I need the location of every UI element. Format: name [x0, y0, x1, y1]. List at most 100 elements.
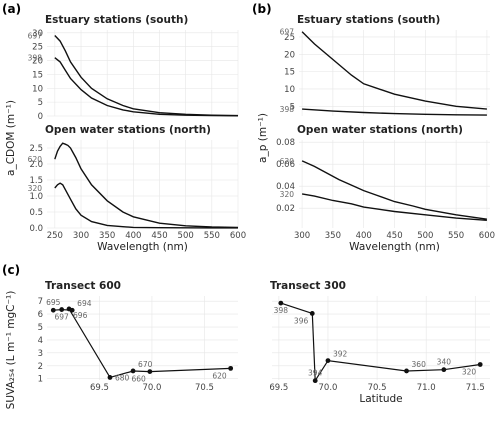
y-tick-label: 20 [284, 50, 295, 60]
series-label: 697 [28, 32, 43, 41]
station-label: 696 [73, 311, 88, 320]
station-point [66, 306, 72, 312]
y-axis-title-c: SUVA₂₅₄ (L m⁻¹ mgC⁻¹) [5, 291, 17, 410]
y-tick-label: 0.5 [29, 208, 43, 218]
series-label: 320 [28, 184, 43, 193]
station-label: 398 [274, 306, 289, 315]
chart-panel-4: Open water stations (north) 0.02 0.04 0.06 0… [276, 124, 495, 253]
x-tick-label: 70.0 [319, 383, 338, 393]
station-label: 394 [308, 369, 323, 378]
station-label: 360 [412, 360, 427, 369]
y-tick-label: 7 [38, 297, 43, 307]
station-point [325, 358, 331, 364]
station-label: 396 [294, 316, 309, 325]
y-tick-label: 15 [284, 68, 295, 78]
y-tick-label: 1.0 [29, 192, 43, 202]
x-tick-label: 70.5 [368, 383, 387, 393]
station-point [309, 311, 315, 316]
series-line-398 [302, 108, 487, 116]
x-axis-title: Wavelength (nm) [97, 241, 188, 253]
station-point [477, 362, 483, 367]
station-label: 670 [138, 360, 153, 369]
station-point [50, 307, 56, 313]
station-point [441, 367, 447, 373]
x-tick-label: 71.0 [417, 383, 436, 393]
station-label: 680 [115, 373, 130, 382]
chart-panel-5: Transect 600 1 2 3 4 5 6 7 69.5 70.0 70.5 695 697 694… [38, 280, 238, 393]
x-tick-label: 600 [479, 231, 495, 241]
station-point [312, 378, 318, 384]
y-axis-title-a: a_CDOM (m⁻¹) [5, 100, 17, 176]
station-point [107, 375, 113, 380]
x-tick-label: 69.5 [90, 383, 109, 393]
y-tick-label: 6 [38, 310, 43, 320]
series-label: 697 [280, 28, 295, 37]
y-tick-label: 2.0 [29, 160, 43, 170]
y-tick-label: 5 [38, 323, 43, 333]
panel-label-c: (c) [2, 263, 20, 277]
y-tick-label: 1.5 [29, 176, 43, 186]
x-axis-title: Wavelength (nm) [349, 241, 440, 253]
facet-title: Estuary stations (south) [45, 14, 188, 26]
series-label: 620 [280, 157, 295, 166]
chart-panel-6: Transect 300 69.5 70.0 70.5 71.0 71.5 Latitude… [269, 280, 490, 405]
series-line-320 [301, 193, 487, 221]
y-tick-label: 5 [290, 102, 295, 112]
series-line-398 [54, 57, 238, 117]
y-tick-label: 0.0 [29, 224, 43, 234]
y-tick-label: 10 [284, 85, 295, 95]
y-tick-label: 0 [38, 112, 43, 122]
y-tick-label: 0.08 [276, 138, 295, 148]
station-point [147, 369, 153, 374]
station-label: 695 [46, 298, 61, 307]
station-point [130, 368, 136, 374]
panel-label-b: (b) [252, 2, 272, 16]
facet-title: Open water stations (north) [297, 124, 463, 136]
x-axis-title: Latitude [359, 393, 402, 405]
y-tick-label: 0.04 [276, 182, 295, 192]
station-label: 320 [462, 367, 477, 376]
x-tick-label: 550 [204, 231, 220, 241]
y-tick-label: 3 [38, 349, 43, 359]
y-tick-label: 25 [284, 33, 295, 43]
y-axis-title-b: a_p (m⁻¹) [257, 113, 269, 163]
x-tick-label: 600 [230, 231, 246, 241]
x-tick-label: 71.5 [466, 383, 485, 393]
panel-label-a: (a) [2, 2, 21, 16]
plots: Estuary stations (south)0510152025306973… [28, 14, 495, 405]
chart-panel-2: Open water stations (north) 0.0 0.5 1.0 1.5 2… [28, 124, 246, 253]
station-label: 620 [212, 371, 227, 380]
x-tick-label: 400 [125, 231, 141, 241]
series-line-697 [54, 35, 238, 117]
station-point [228, 365, 234, 371]
facet-title: Transect 600 [45, 280, 121, 292]
station-label: 697 [55, 313, 70, 322]
y-tick-label: 10 [32, 84, 43, 94]
y-tick-label: 1 [38, 375, 43, 385]
series-label: 398 [28, 54, 43, 63]
y-tick-label: 4 [38, 336, 43, 346]
y-tick-label: 30 [32, 29, 43, 39]
station-point [59, 307, 65, 312]
x-tick-label: 500 [178, 231, 194, 241]
y-tick-label: 25 [32, 43, 43, 53]
y-tick-label: 5 [38, 98, 43, 108]
series-label: 398 [280, 105, 295, 114]
series-line-697 [301, 31, 487, 110]
facet-title: Transect 300 [270, 280, 346, 292]
station-point [404, 368, 409, 374]
series-label: 620 [28, 155, 43, 164]
y-tick-label: 2 [38, 362, 43, 372]
facet-title: Open water stations (north) [45, 124, 211, 136]
y-tick-label: 2.5 [29, 144, 43, 154]
x-tick-label: 550 [448, 231, 464, 241]
station-point [278, 300, 284, 306]
x-tick-label: 250 [47, 231, 63, 241]
y-tick-label: 20 [32, 57, 43, 67]
x-tick-label: 70.0 [142, 383, 161, 393]
series-line-620 [301, 160, 487, 220]
y-tick-label: 0.02 [276, 204, 295, 214]
x-tick-label: 450 [386, 231, 402, 241]
facet-title: Estuary stations (south) [297, 14, 440, 26]
